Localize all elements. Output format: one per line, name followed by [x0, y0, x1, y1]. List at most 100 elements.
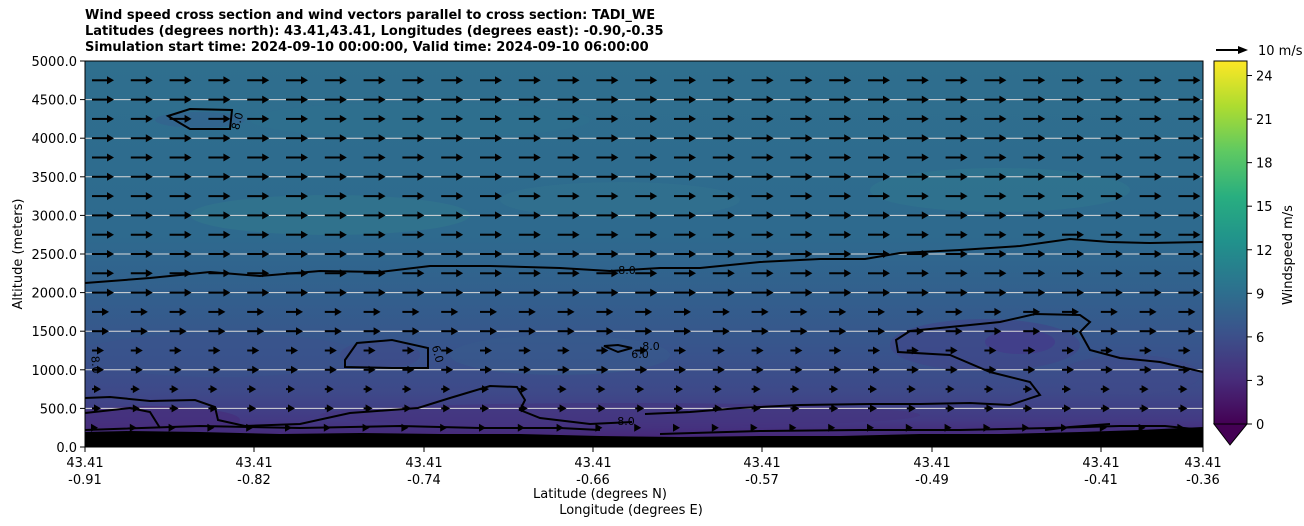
wind-vector-head [495, 172, 502, 181]
wind-vector-head [1077, 288, 1084, 297]
wind-vector-head [339, 192, 347, 201]
wind-vector-head [673, 423, 680, 432]
wind-vector-head [378, 230, 386, 239]
wind-vector-head [766, 192, 774, 201]
title-line-1: Wind speed cross section and wind vector… [85, 8, 656, 23]
wind-vector-head [960, 134, 968, 143]
wind-vector-head [883, 134, 890, 143]
wind-vector-head [844, 153, 852, 162]
wind-vector-head [611, 114, 619, 123]
wind-vector-head [456, 288, 464, 297]
wind-vector-head [727, 114, 735, 123]
wind-vector-head [107, 211, 114, 220]
wind-vector-head [572, 153, 580, 162]
wind-vector-head [921, 211, 929, 220]
wind-vector-head [301, 153, 308, 162]
wind-vector-head [727, 95, 735, 104]
wind-vector-head [637, 404, 645, 413]
wind-vector-head [145, 76, 153, 85]
contour-8-top-left [165, 107, 234, 130]
wind-vector-head [184, 172, 192, 181]
contour-label-5: 6.0 [429, 344, 446, 364]
wind-vector-head [378, 288, 386, 297]
wind-vector-head [999, 172, 1007, 181]
wind-vector-head [528, 307, 536, 316]
wind-vector-head [679, 346, 686, 355]
wind-vector-head [1105, 365, 1113, 374]
contour-label-1: 8.0 [229, 111, 246, 131]
wind-vector-head [921, 134, 929, 143]
wind-vector-head [301, 269, 308, 278]
wind-vector-head [572, 172, 580, 181]
wind-vector-head [676, 385, 683, 394]
wind-vector-head [262, 76, 270, 85]
wind-vector-head [1188, 327, 1196, 336]
wind-vector-head [1038, 76, 1046, 85]
contour-labels: 8.0 8.0 8.0 6.0 6.0 8.0 8.0 [88, 111, 660, 428]
wind-vector-head [533, 230, 541, 239]
colorbar-tick-label: 21 [1256, 113, 1273, 128]
wind-vector-head [766, 95, 774, 104]
wind-vector-head [1141, 385, 1149, 394]
wind-vector-head [805, 269, 813, 278]
wind-vector-head [1193, 95, 1201, 104]
wind-vector-head [921, 95, 929, 104]
wind-vector-head [844, 211, 852, 220]
wind-vector-head [171, 385, 179, 394]
title-line-2: Latitudes (degrees north): 43.41,43.41, … [85, 24, 664, 39]
wind-vector-head [834, 365, 842, 374]
wind-vector-head [1154, 172, 1162, 181]
y-tick-label: 4500.0 [32, 94, 78, 109]
wind-vector-head [262, 172, 270, 181]
wind-vector-head [805, 250, 813, 258]
colorbar-extend-min [1212, 423, 1249, 446]
wind-vector-head [1115, 192, 1123, 201]
x-axis: 43.41 -0.91 43.41 -0.82 43.41 -0.74 43.41 -0.66… [66, 447, 1222, 488]
wind-vector-head [257, 327, 265, 336]
wind-vector-head [378, 192, 386, 201]
wind-vector-head [482, 404, 489, 413]
contour-6-lower [85, 406, 161, 429]
wind-vector-head [792, 404, 800, 413]
contour-6-seg [1044, 423, 1111, 431]
wind-vector-head [533, 114, 541, 123]
wind-vector-head [714, 385, 722, 394]
wind-vector-head [1038, 192, 1046, 201]
x-tick-label-lat: 43.41 [1184, 456, 1221, 471]
wind-vector-head [1038, 114, 1046, 123]
y-tick-label: 3500.0 [32, 171, 78, 186]
wind-vector-head [1105, 346, 1113, 355]
wind-vector-head [567, 307, 575, 316]
wind-vector-head [533, 192, 541, 201]
wind-vector-head [689, 95, 696, 104]
wind-vector-head [443, 385, 451, 394]
wind-vector-head [766, 76, 774, 85]
wind-vector-head [572, 134, 580, 143]
wind-vector-head [883, 192, 890, 201]
wind-vector-head [378, 211, 386, 220]
wind-vector-head [339, 250, 347, 258]
wind-vector-head [495, 95, 502, 104]
wind-vector-head [365, 404, 373, 413]
wind-vector-head [107, 95, 114, 104]
wind-vector-head [1038, 211, 1046, 220]
wind-vector-head [301, 211, 308, 220]
wind-vector-head [572, 288, 580, 297]
wind-vector-head [689, 134, 696, 143]
wind-vector-head [179, 307, 187, 316]
wind-vector-head [1077, 95, 1084, 104]
wind-vector-head [301, 288, 308, 297]
wind-vector-head [1154, 288, 1162, 297]
wind-vector-head [301, 114, 308, 123]
wind-vector-head [1102, 404, 1110, 413]
wind-vector-head [417, 192, 425, 201]
wind-vector-head [650, 134, 658, 143]
colorbar-label: Windspeed m/s [1281, 205, 1296, 305]
wind-vector-head [650, 172, 658, 181]
wind-vector-head [1193, 269, 1201, 278]
y-tick-label: 500.0 [40, 402, 77, 417]
wind-vector-head [1077, 269, 1084, 278]
wind-vector-head [107, 250, 114, 258]
wind-vector-head [999, 269, 1007, 278]
wind-vector-head [1154, 211, 1162, 220]
